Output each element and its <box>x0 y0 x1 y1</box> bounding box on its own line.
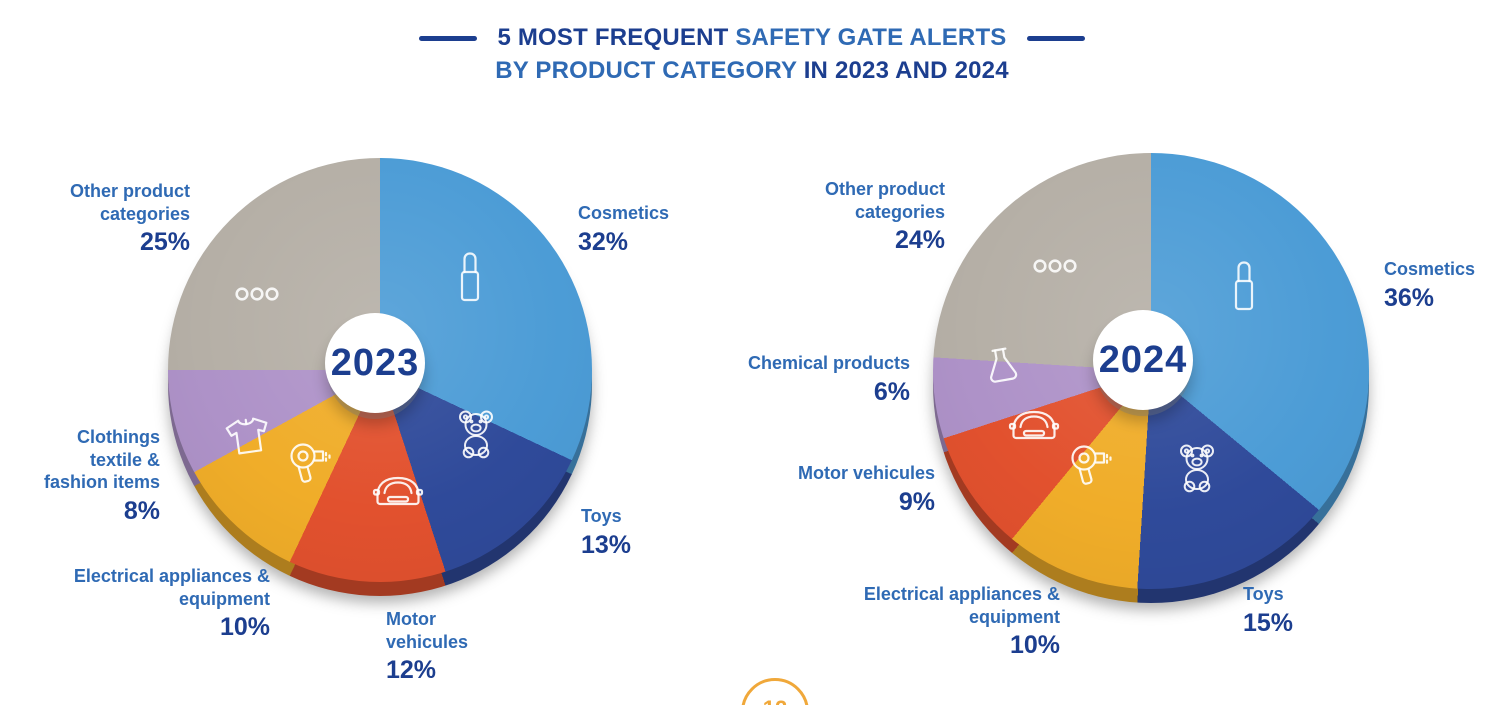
hair-dryer-icon <box>287 442 333 486</box>
category-percent: 10% <box>1009 631 1060 659</box>
page-number: 12 <box>763 696 787 705</box>
pie-2023: 2023 <box>168 158 592 596</box>
category-percent: 6% <box>873 377 910 406</box>
lipstick-icon <box>1230 257 1258 315</box>
category-label: Motor vehicules <box>386 609 469 652</box>
category-percent: 8% <box>123 496 160 525</box>
category-percent: 25% <box>139 228 190 256</box>
label-cosmetics-2023: Cosmetics 32% <box>578 202 718 257</box>
pie-2024: 2024 <box>933 153 1369 603</box>
teddy-bear-icon <box>452 408 500 460</box>
ellipsis-icon <box>234 284 280 304</box>
car-icon <box>1008 402 1060 444</box>
category-label: Chemical products <box>747 353 910 373</box>
label-chemical-2024: Chemical products 6% <box>716 352 910 407</box>
pie-2024-center: 2024 <box>1093 310 1193 410</box>
label-electrical-2023: Electrical appliances & equipment 10% <box>58 565 270 642</box>
teddy-bear-icon <box>1173 442 1221 494</box>
category-percent: 15% <box>1243 608 1294 637</box>
title-dash-left <box>419 35 478 41</box>
category-label: Electrical appliances & equipment <box>73 566 270 609</box>
label-motor-2023: Motor vehicules 12% <box>386 608 481 685</box>
title-line2-bold: IN 2023 AND 2024 <box>803 57 1009 84</box>
title-line1: 5 MOST FREQUENT SAFETY GATE ALERTS <box>497 24 1006 52</box>
label-other-2024: Other product categories 24% <box>783 178 945 255</box>
flask-icon <box>979 342 1024 392</box>
label-cosmetics-2024: Cosmetics 36% <box>1384 258 1499 313</box>
category-label: Toys <box>1243 584 1284 604</box>
chart-title: 5 MOST FREQUENT SAFETY GATE ALERTS BY PR… <box>0 24 1504 85</box>
pie-2024-year-label: 2024 <box>1098 338 1188 381</box>
category-percent: 12% <box>386 656 437 684</box>
category-label: Cosmetics <box>578 203 670 223</box>
label-other-2023: Other product categories 25% <box>28 180 190 257</box>
category-label: Toys <box>581 506 622 526</box>
label-toys-2023: Toys 13% <box>581 505 691 560</box>
category-label: Clothings textile & fashion items <box>43 427 160 492</box>
label-clothing-2023: Clothings textile & fashion items 8% <box>22 426 160 526</box>
car-icon <box>372 468 424 510</box>
pie-2023-year-label: 2023 <box>330 341 420 384</box>
category-label: Other product categories <box>70 181 190 224</box>
label-toys-2024: Toys 15% <box>1243 583 1353 638</box>
category-label: Motor vehicules <box>797 463 935 483</box>
lipstick-icon <box>456 248 484 306</box>
category-label: Electrical appliances & equipment <box>863 584 1060 627</box>
category-label: Cosmetics <box>1384 259 1476 279</box>
category-percent: 32% <box>578 227 629 256</box>
tshirt-icon <box>221 413 274 459</box>
category-label: Other product categories <box>825 179 945 222</box>
page-number-badge: 12 <box>741 678 809 705</box>
title-line2-regular: BY PRODUCT CATEGORY <box>495 57 797 84</box>
category-percent: 10% <box>219 613 270 641</box>
title-line2: BY PRODUCT CATEGORY IN 2023 AND 2024 <box>0 57 1504 85</box>
category-percent: 24% <box>894 226 945 254</box>
hair-dryer-icon <box>1068 444 1114 488</box>
pie-2023-center: 2023 <box>325 313 425 413</box>
title-line1-regular: SAFETY GATE ALERTS <box>735 24 1007 51</box>
category-percent: 9% <box>898 487 935 516</box>
category-percent: 36% <box>1384 283 1435 312</box>
ellipsis-icon <box>1032 256 1078 276</box>
label-electrical-2024: Electrical appliances & equipment 10% <box>848 583 1060 660</box>
label-motor-2024: Motor vehicules 9% <box>773 462 935 517</box>
category-percent: 13% <box>581 530 632 559</box>
title-dash-right <box>1026 35 1085 41</box>
title-line1-bold: 5 MOST FREQUENT <box>497 24 729 51</box>
